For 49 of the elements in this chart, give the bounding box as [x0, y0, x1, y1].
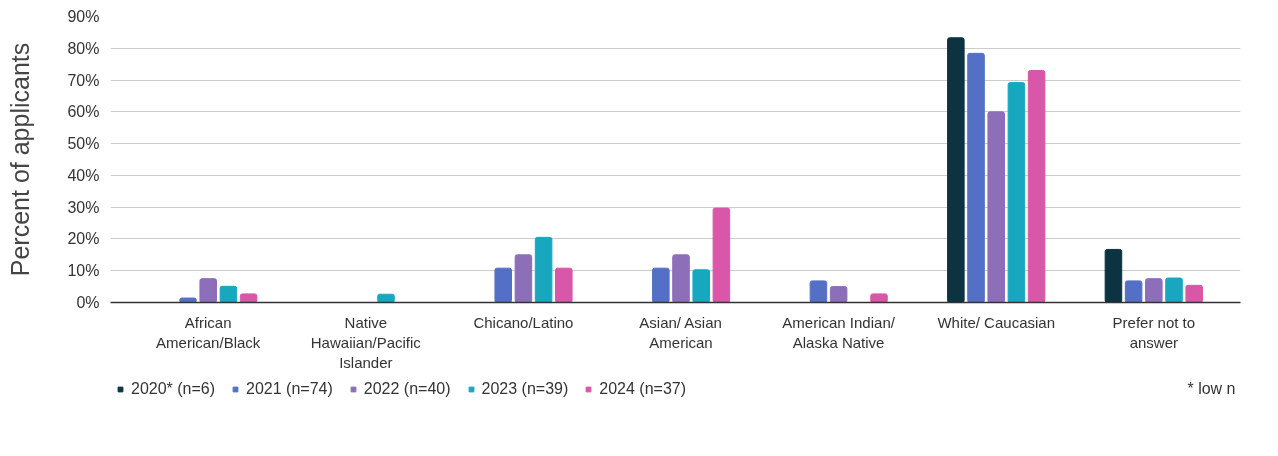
- y-tick-label: 50%: [67, 135, 100, 153]
- y-tick-label: 0%: [76, 294, 100, 311]
- legend-label: 2024 (n=37): [599, 380, 686, 398]
- bar: [967, 52, 985, 303]
- bar: [947, 37, 965, 303]
- bar: [987, 111, 1005, 303]
- legend-label: 2022 (n=40): [363, 380, 451, 398]
- bar: [692, 269, 710, 303]
- x-tick-label: Chicano/Latino: [473, 313, 574, 331]
- x-tick-label: Prefer not to answer: [1112, 313, 1196, 351]
- y-tick-label: 70%: [67, 71, 100, 89]
- y-tick-label: 90%: [67, 8, 100, 25]
- bar: [809, 280, 828, 303]
- bar: [494, 267, 512, 303]
- legend-label: 2023 (n=39): [481, 380, 569, 398]
- bar: [829, 286, 848, 303]
- y-axis-title: Percent of applicants: [6, 42, 35, 277]
- y-tick-label: 20%: [67, 230, 100, 248]
- bar: [712, 207, 731, 303]
- legend-label: 2020* (n=6): [131, 380, 216, 398]
- bar: [1145, 278, 1163, 303]
- x-tick-label: African American/Black: [156, 313, 261, 351]
- y-tick-label: 80%: [67, 39, 100, 57]
- bar: [377, 293, 395, 303]
- y-tick-label: 10%: [67, 262, 100, 280]
- y-tick-label: 40%: [67, 166, 100, 184]
- bar: [1104, 248, 1123, 303]
- x-tick-label: Native Hawaiian/Pacific Islander: [310, 313, 422, 372]
- legend-label: 2021 (n=74): [246, 380, 333, 398]
- bar: [219, 285, 238, 303]
- bar: [514, 254, 533, 303]
- x-tick-label: Asian/ Asian American: [639, 313, 722, 351]
- bar: [870, 293, 888, 303]
- bar: [1165, 277, 1183, 303]
- text: * low n: [1187, 379, 1236, 397]
- bar: [239, 293, 258, 303]
- bar: [1007, 82, 1026, 303]
- bar: [534, 236, 553, 303]
- bar: [652, 267, 670, 303]
- x-tick-label: White/ Caucasian: [937, 313, 1055, 331]
- bar: [1027, 70, 1046, 303]
- bar: [199, 278, 217, 303]
- y-tick-label: 60%: [67, 103, 100, 121]
- bar: [1124, 280, 1143, 303]
- x-tick-label: American Indian/ Alaska Native: [782, 313, 896, 351]
- bar: [555, 267, 573, 303]
- bar: [672, 254, 690, 303]
- bar: [1185, 284, 1203, 303]
- y-tick-label: 30%: [67, 198, 100, 216]
